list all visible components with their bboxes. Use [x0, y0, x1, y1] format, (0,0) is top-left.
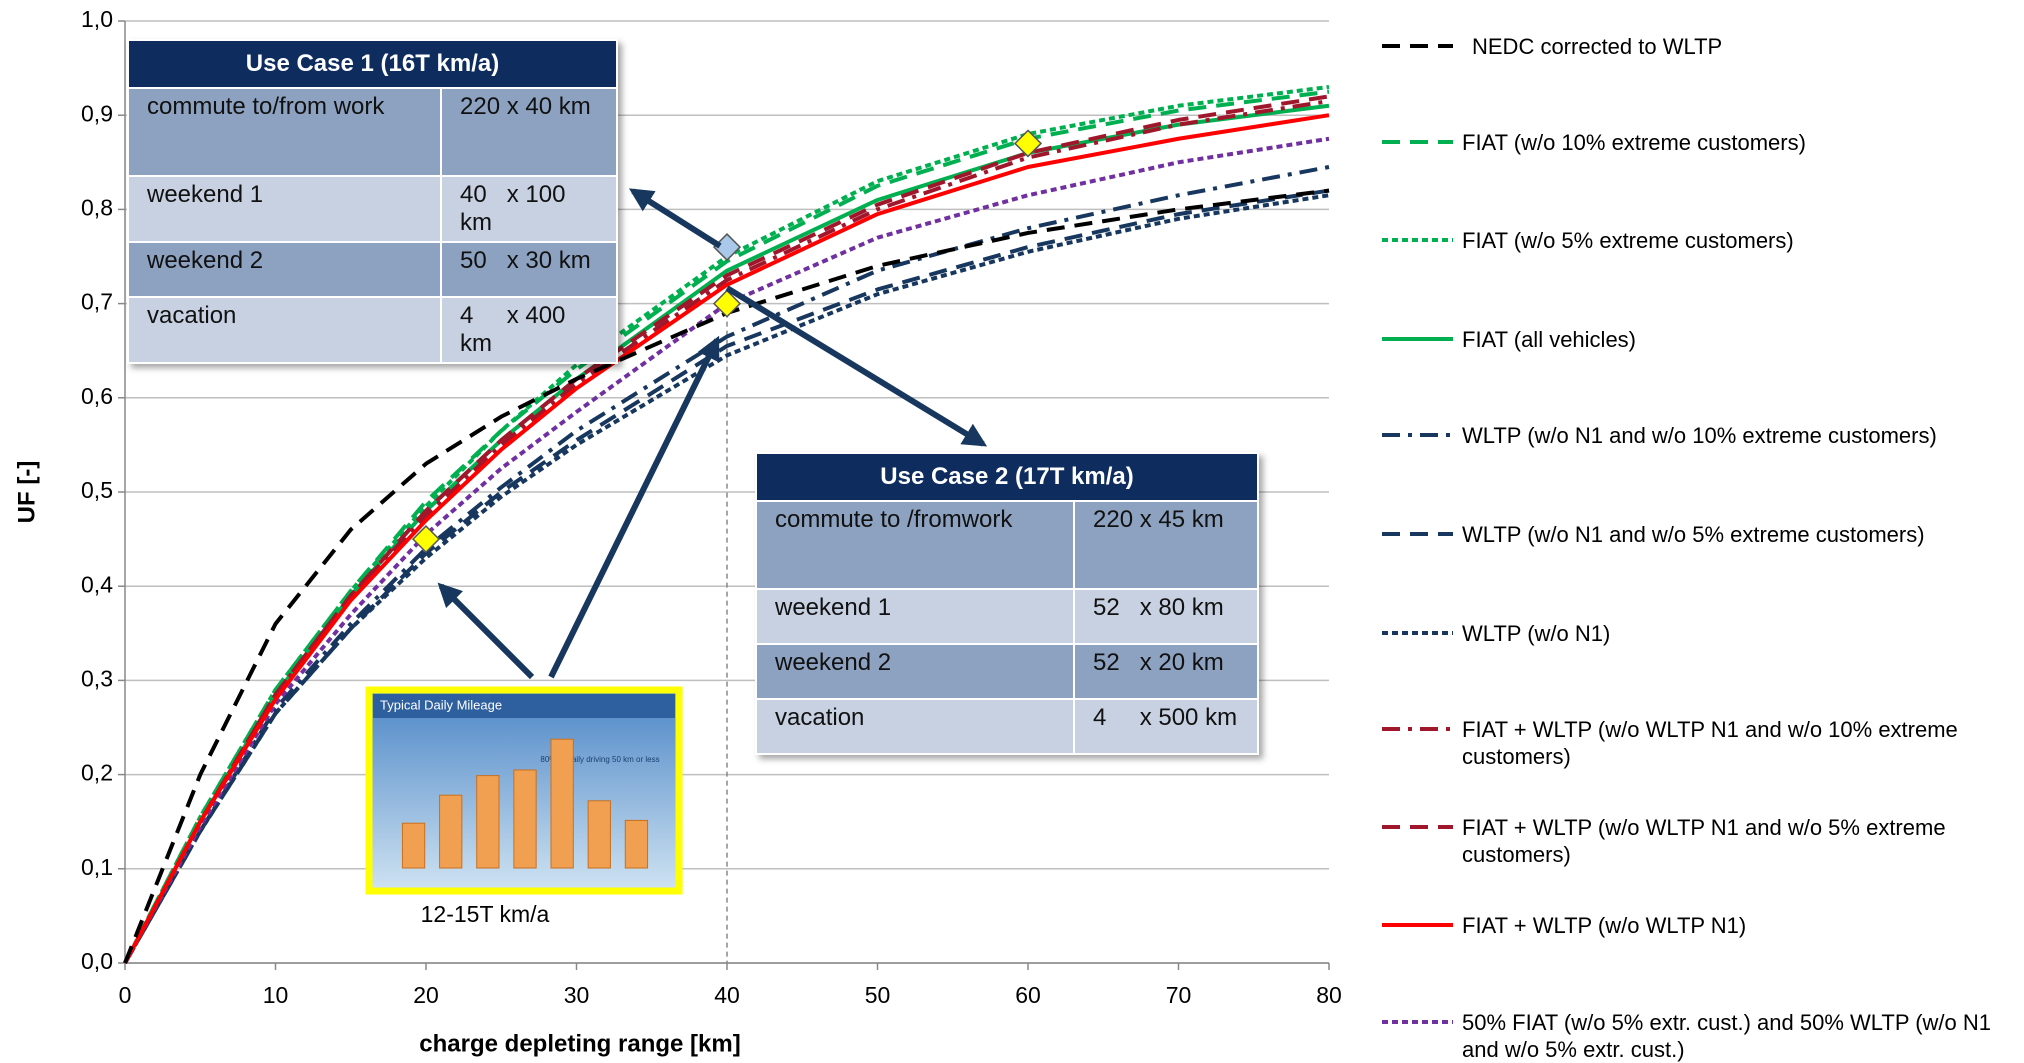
- series-line: [123, 188, 1330, 964]
- arrow: [725, 285, 988, 447]
- inset-bar: [476, 775, 500, 869]
- table-row: vacation 4 x 400 km: [127, 296, 618, 364]
- x-tick-label: 20: [413, 982, 439, 1008]
- table-header-row: Use Case 2 (17T km/a): [755, 452, 1259, 502]
- table-row: weekend 1 40 x 100 km: [127, 175, 618, 243]
- series-line: [123, 193, 1330, 964]
- series-line: [123, 94, 1330, 964]
- inset-bar: [624, 819, 649, 869]
- y-tick-label: 0,8: [81, 194, 113, 220]
- arrow: [437, 582, 535, 680]
- use-case-table: Use Case 2 (17T km/a) commute to /fromwor…: [755, 452, 1259, 755]
- x-tick-label: 40: [714, 982, 740, 1008]
- table-cell: 52 x 80 km: [1073, 588, 1259, 645]
- legend-label: FIAT (all vehicles): [1462, 327, 1637, 352]
- table-row: weekend 1 52 x 80 km: [755, 588, 1259, 645]
- series-line: [123, 84, 1330, 964]
- table-cell: 4 x 400 km: [440, 296, 618, 364]
- x-tick-label: 30: [564, 982, 590, 1008]
- y-tick-label: 0,3: [81, 665, 113, 691]
- marker: [712, 289, 742, 318]
- x-tick-label: 70: [1166, 982, 1192, 1008]
- y-tick-label: 0,5: [81, 477, 113, 503]
- y-tick-label: 0,1: [81, 854, 113, 880]
- table-row: weekend 2 52 x 20 km: [755, 643, 1259, 700]
- inset-bar: [439, 794, 463, 869]
- table-header-row: Use Case 1 (16T km/a): [127, 39, 618, 89]
- table-cell: 50 x 30 km: [440, 241, 618, 298]
- table-cell: weekend 1: [127, 175, 442, 243]
- legend-label: FIAT (w/o 5% extreme customers): [1462, 228, 1794, 253]
- legend-label: FIAT + WLTP (w/o WLTP N1 and w/o 10% ext…: [1462, 717, 1958, 769]
- legend-label: FIAT + WLTP (w/o WLTP N1 and w/o 5% extr…: [1462, 815, 1946, 867]
- legend-label: 50% FIAT (w/o 5% extr. cust.) and 50% WL…: [1462, 1010, 1992, 1062]
- legend-label: WLTP (w/o N1 and w/o 10% extreme custome…: [1462, 423, 1937, 448]
- table-cell: weekend 2: [755, 643, 1075, 700]
- series-line: [123, 113, 1330, 964]
- legend-label: WLTP (w/o N1): [1462, 621, 1611, 646]
- x-axis-label: charge depleting range [km]: [419, 1030, 740, 1057]
- table-cell: 4 x 500 km: [1073, 698, 1259, 755]
- marker: [411, 525, 441, 554]
- inset-bar: [550, 738, 574, 869]
- x-tick-label: 60: [1015, 982, 1041, 1008]
- inset-note: 80% of daily driving 50 km or less: [540, 755, 659, 764]
- series-line: [123, 188, 1330, 964]
- inset-bar: [401, 822, 426, 869]
- y-axis-label: UF [-]: [13, 461, 40, 524]
- table-title: Use Case 2 (17T km/a): [755, 452, 1259, 502]
- table-title: Use Case 1 (16T km/a): [127, 39, 618, 89]
- legend-label: NEDC corrected to WLTP: [1472, 34, 1723, 59]
- table-cell: vacation: [127, 296, 442, 364]
- table-cell: 220 x 40 km: [440, 87, 618, 177]
- y-tick-label: 0,6: [81, 383, 113, 409]
- arrow: [628, 188, 722, 249]
- table-cell: 52 x 20 km: [1073, 643, 1259, 700]
- table-cell: 40 x 100 km: [440, 175, 618, 243]
- y-tick-label: 1,0: [81, 6, 113, 32]
- x-tick-label: 80: [1316, 982, 1342, 1008]
- legend-label: FIAT + WLTP (w/o WLTP N1): [1462, 913, 1747, 938]
- table-row: commute to/from work 220 x 40 km: [127, 87, 618, 177]
- arrow: [548, 335, 720, 679]
- legend-label: WLTP (w/o N1 and w/o 5% extreme customer…: [1462, 522, 1925, 547]
- table-cell: weekend 2: [127, 241, 442, 298]
- marker: [1013, 129, 1043, 158]
- inset-bar: [587, 800, 611, 869]
- y-tick-label: 0,9: [81, 100, 113, 126]
- inset-title: Typical Daily Mileage: [380, 697, 502, 712]
- table-cell: vacation: [755, 698, 1075, 755]
- inset-bar: [513, 769, 537, 869]
- use-case-table: Use Case 1 (16T km/a) commute to/from wor…: [127, 39, 618, 364]
- series-line: [123, 136, 1330, 964]
- y-tick-label: 0,0: [81, 948, 113, 974]
- y-tick-label: 0,2: [81, 760, 113, 786]
- inset-title-bar: [373, 694, 675, 718]
- table-cell: weekend 1: [755, 588, 1075, 645]
- inset-caption: 12-15T km/a: [421, 901, 550, 927]
- table-row: commute to /fromwork 220 x 45 km: [755, 500, 1259, 590]
- y-tick-label: 0,4: [81, 571, 113, 597]
- table-cell: 220 x 45 km: [1073, 500, 1259, 590]
- y-tick-label: 0,7: [81, 289, 113, 315]
- table-row: vacation 4 x 500 km: [755, 698, 1259, 755]
- x-tick-label: 0: [119, 982, 132, 1008]
- table-cell: commute to /fromwork: [755, 500, 1075, 590]
- table-cell: commute to/from work: [127, 87, 442, 177]
- x-tick-label: 50: [865, 982, 891, 1008]
- table-row: weekend 2 50 x 30 km: [127, 241, 618, 298]
- series-line: [123, 165, 1330, 964]
- x-tick-label: 10: [263, 982, 289, 1008]
- legend-label: FIAT (w/o 10% extreme customers): [1462, 130, 1806, 155]
